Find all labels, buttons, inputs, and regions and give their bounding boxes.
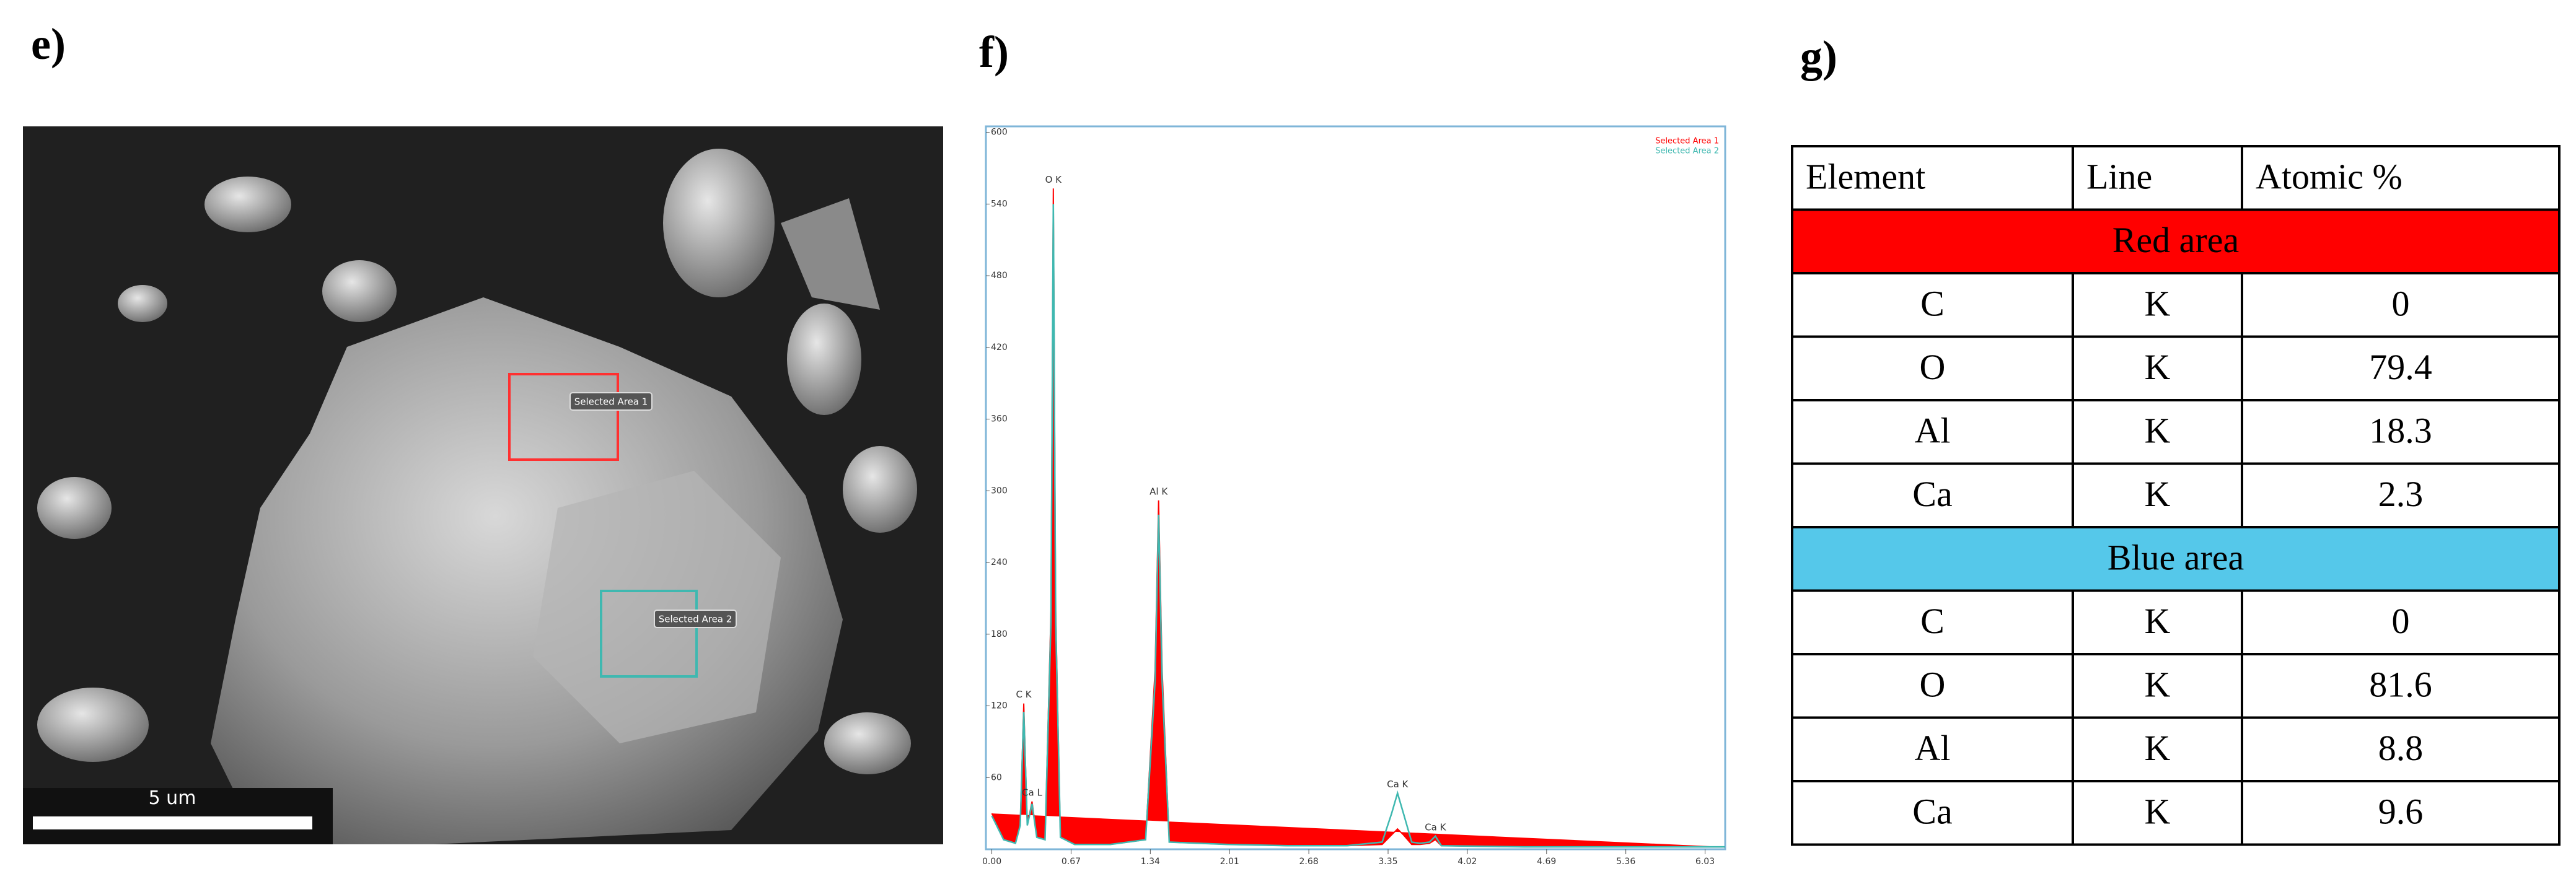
table-row: [1791, 716, 2561, 782]
table-cell: K: [2145, 728, 2171, 768]
table-cell: K: [2145, 665, 2171, 705]
y-tick-label: 60: [991, 772, 1002, 782]
x-tick-label: 3.35: [1378, 857, 1397, 867]
area-label: Selected Area 2: [659, 614, 732, 625]
table-row: [1791, 399, 2561, 465]
table-row: [1791, 462, 2561, 528]
plot-frame: [985, 125, 1726, 851]
spectrum: 0.00 0.67 1.34 2.01 2.68 3.35 4.02 4.69 5.36 6.03…: [982, 128, 1725, 867]
table-cell: 0: [2392, 284, 2410, 324]
table-cell: K: [2145, 347, 2171, 387]
peak-label: Ca L: [1022, 787, 1042, 798]
table-cell: K: [2145, 411, 2171, 451]
table-cell: Al: [1915, 728, 1951, 768]
x-tick-label: 1.34: [1141, 857, 1160, 867]
table-cell: O: [1920, 347, 1946, 387]
peak-label: Ca K: [1425, 821, 1446, 833]
table-row: [1791, 272, 2561, 338]
x-tick-label: 2.01: [1220, 857, 1239, 867]
y-tick-label: 480: [991, 271, 1008, 281]
table-cell: C: [1920, 601, 1945, 641]
y-tick-label: 120: [991, 701, 1008, 711]
table-cell: 81.6: [2369, 665, 2432, 705]
scale-bar-label: 5 um: [149, 787, 196, 809]
table-cell: Element: [1806, 157, 1925, 197]
y-tick-label: 600: [991, 128, 1008, 138]
table-row: [1791, 780, 2561, 846]
table-cell: O: [1920, 665, 1946, 705]
x-tick-label: 6.03: [1695, 857, 1715, 867]
panel-label: f): [979, 27, 1009, 77]
table-cell: K: [2145, 792, 2171, 832]
peak-label: Al K: [1150, 486, 1168, 497]
y-tick-label: 180: [991, 629, 1008, 639]
y-tick-label: 360: [991, 414, 1008, 424]
x-tick-label: 0.67: [1062, 857, 1081, 867]
spectrum-line: [991, 188, 1725, 848]
table-cell: 0: [2392, 601, 2410, 641]
table-cell: K: [2145, 284, 2171, 324]
section-title: Red area: [2112, 220, 2239, 260]
y-tick-label: 240: [991, 558, 1008, 567]
table-row: [1791, 335, 2561, 401]
peak-label: C K: [1016, 689, 1032, 700]
table-cell: K: [2145, 601, 2171, 641]
x-tick-label: 0.00: [982, 857, 1001, 867]
table-cell: C: [1920, 284, 1945, 324]
legend-entry: Selected Area 2: [1655, 147, 1719, 156]
table-cell: Al: [1915, 411, 1951, 451]
area-label: Selected Area 1: [574, 396, 648, 408]
table-row: [1791, 653, 2561, 719]
table-cell: Line: [2086, 157, 2152, 197]
section-title: Blue area: [2108, 538, 2244, 578]
y-tick-label: 540: [991, 199, 1008, 209]
section-row: [1791, 208, 2561, 274]
table: Element Line Atomic % Red area C K 0 O K 79.4 Al K 1…: [1791, 145, 2561, 846]
peak-label: Ca K: [1387, 779, 1409, 790]
x-tick-label: 2.68: [1299, 857, 1319, 867]
panel-label: g): [1800, 32, 1837, 81]
x-tick-label: 5.36: [1616, 857, 1635, 867]
table-cell: 8.8: [2378, 728, 2424, 768]
sem-image: 5 um Selected Area 1 Selected Area 2: [23, 126, 943, 844]
table-cell: Ca: [1912, 792, 1952, 832]
section-row: [1791, 526, 2561, 592]
table-cell: K: [2145, 474, 2171, 514]
table-cell: 18.3: [2369, 411, 2432, 451]
peak-label: O K: [1045, 174, 1063, 185]
table-cell: Ca: [1912, 474, 1952, 514]
y-tick-label: 300: [991, 486, 1008, 496]
table-cell: 9.6: [2378, 792, 2424, 832]
table-row: [1791, 145, 2561, 211]
spectrum-line: [991, 204, 1725, 848]
table-cell: Atomic %: [2256, 157, 2402, 197]
y-tick-label: 420: [991, 343, 1008, 352]
panel-label: e): [31, 19, 66, 69]
table-row: [1791, 589, 2561, 655]
x-tick-label: 4.02: [1457, 857, 1477, 867]
x-tick-label: 4.69: [1537, 857, 1556, 867]
table-cell: 79.4: [2369, 347, 2432, 387]
table-cell: 2.3: [2378, 474, 2424, 514]
legend-entry: Selected Area 1: [1655, 137, 1719, 146]
